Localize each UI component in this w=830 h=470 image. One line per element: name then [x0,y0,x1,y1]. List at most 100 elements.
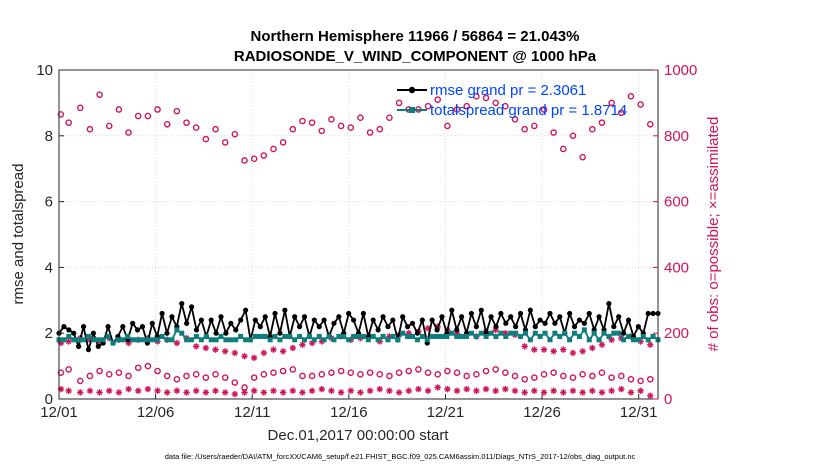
rmse-point [233,327,239,333]
assimilated_low-point [125,385,132,393]
totalspread-point [567,337,573,343]
totalspread-point [419,333,425,339]
totalspread-point [370,333,376,339]
totalspread-point [203,333,209,339]
asterisk-stroke [174,340,180,346]
totalspread-point [650,333,656,339]
totalspread-point [174,327,180,333]
y-left-tick-label: 2 [45,325,53,342]
possible_high-point [144,112,152,120]
rmse-point [542,320,548,326]
rmse-point [184,320,190,326]
assimilated_low-point [279,389,287,396]
possible_high-point [376,125,384,133]
totalspread-point [341,333,347,339]
possible_low-point [192,371,200,378]
asterisk-stroke [270,388,277,394]
assimilated_high-point [241,353,248,360]
possible_low-point [308,372,316,380]
possible_low-point [637,377,644,385]
totalspread-point [424,337,430,343]
assimilated_high-point [173,339,181,347]
totalspread-point [139,337,145,343]
data-file-footnote: data file: /Users/raeder/DAI/ATM_forcXX/… [165,452,636,461]
possible_low-point [589,372,596,380]
totalspread-point [542,330,548,336]
assimilated_low-point [540,389,548,396]
totalspread-point [144,337,150,343]
totalspread-point [581,327,587,333]
totalspread-point [272,333,278,339]
y-left-tick-label: 0 [45,391,53,408]
x-tick-label: 12/31 [620,404,658,421]
totalspread-point [223,337,229,343]
asterisk-stroke [647,342,653,348]
totalspread-point [81,337,87,343]
assimilated_low-point [96,389,103,396]
asterisk-stroke [589,345,596,351]
rmse-point [277,330,283,336]
assimilated_low-point [453,387,461,394]
possible_low-point [617,372,625,380]
asterisk-stroke [212,346,219,353]
possible_low-point [492,366,499,373]
assimilated_low-point [608,387,615,394]
totalspread-point [606,333,612,339]
assimilated_low-point [318,385,325,393]
totalspread-point [468,330,474,336]
chart-title: Northern Hemisphere 11966 / 56864 = 21.0… [251,28,580,45]
rmse-point [419,317,425,323]
totalspread-point [238,333,244,339]
asterisk-stroke [319,386,325,392]
assimilated_low-point [550,387,557,394]
assimilated_high-point [202,344,210,352]
rmse-point [517,310,524,317]
assimilated_low-point [164,389,171,396]
assimilated_high-point [550,348,557,355]
assimilated_low-point [405,387,412,394]
totalspread-point [444,333,450,339]
possible_high-point [617,109,625,117]
assimilated_low-point [154,387,161,394]
rmse-point [434,327,440,333]
rmse-point [272,310,278,317]
possible_high-point [502,102,509,110]
totalspread-point [213,337,219,343]
x-tick-label: 12/11 [234,404,270,421]
assimilated_low-point [231,390,239,398]
rmse-point [581,320,587,326]
rmse-point [508,314,514,320]
asterisk-stroke [637,388,644,394]
assimilated_low-point [598,389,606,396]
assimilated_low-point [202,389,210,396]
possible_high-point [482,94,490,102]
possible_low-point [511,372,519,380]
assimilated_low-point [589,387,596,394]
y-right-tick-label: 800 [664,128,689,145]
possible_low-point [289,366,297,373]
totalspread-point [527,337,533,343]
totalspread-point [262,333,268,339]
asterisk-stroke [473,388,480,394]
totalspread-point [473,333,479,339]
totalspread-point [311,337,317,343]
assimilated_high-point [212,346,219,353]
possible_high-point [328,116,335,123]
assimilated_low-point [135,387,142,394]
y-right-tick-label: 400 [664,259,689,276]
rmse-point [429,317,435,323]
possible_high-point [492,99,499,107]
asterisk-stroke [521,389,528,396]
rmse-point [488,314,494,320]
assimilated_high-point [531,346,538,353]
totalspread-point [390,333,396,339]
assimilated_low-point [77,389,84,396]
asterisk-stroke [541,389,547,396]
legend-rmse-marker [408,86,416,94]
totalspread-point [247,337,253,343]
possible_high-point [125,129,132,136]
rmse-point [621,330,627,336]
totalspread-point [257,333,263,339]
assimilated_low-point [183,389,190,396]
possible_high-point [76,104,84,112]
